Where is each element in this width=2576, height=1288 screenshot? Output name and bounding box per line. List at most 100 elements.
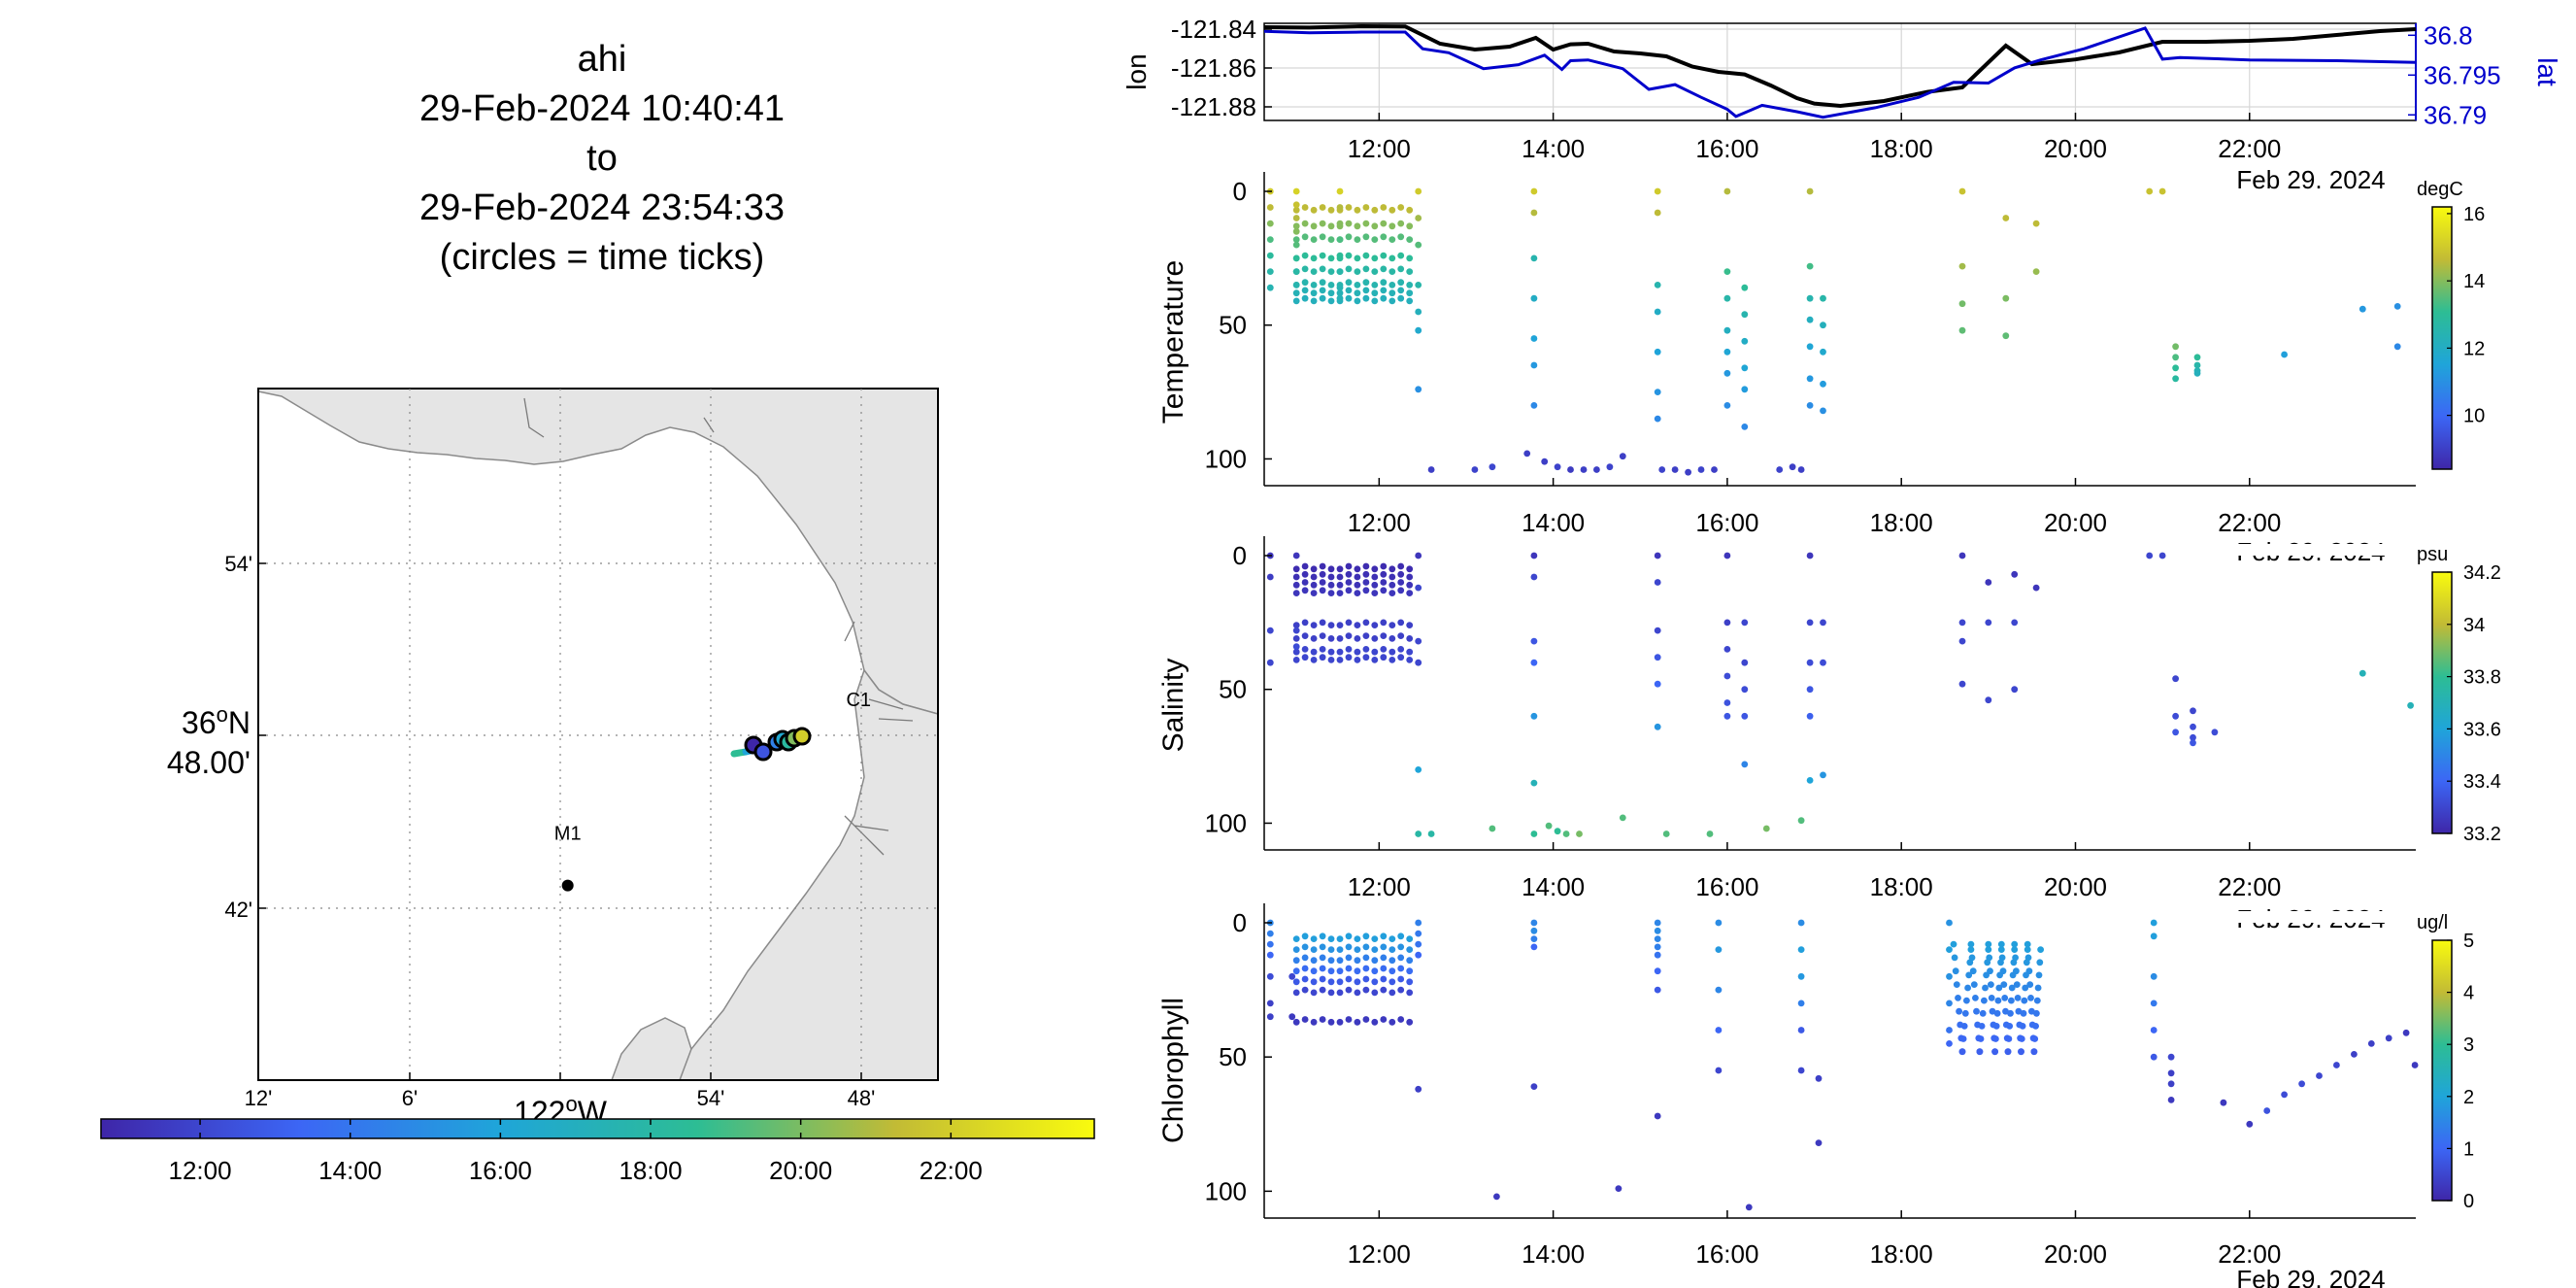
data-point	[1415, 930, 1422, 937]
data-point	[1336, 268, 1344, 275]
data-point	[1310, 635, 1318, 642]
data-point	[1654, 654, 1661, 661]
data-point	[1354, 268, 1361, 275]
x-tick-label: 16:00	[1695, 134, 1758, 163]
data-point	[2012, 954, 2020, 962]
data-point	[1997, 946, 2005, 953]
data-point	[1336, 220, 1344, 227]
data-point	[1362, 965, 1370, 972]
data-point	[1301, 279, 1309, 287]
temperature-panel: 0 50 100 Temperature 12:00 14:00 16:00 18:00 20:…	[1157, 172, 2485, 566]
data-point	[1406, 622, 1414, 628]
data-point	[1354, 657, 1361, 663]
data-point	[1576, 830, 1583, 837]
data-point	[1319, 265, 1326, 273]
data-point	[1336, 289, 1344, 297]
x-tick-label: 22:00	[2218, 508, 2281, 537]
data-point	[2172, 364, 2180, 372]
data-point	[1415, 659, 1422, 666]
data-point	[1319, 1016, 1326, 1023]
data-point	[1301, 954, 1309, 962]
data-point	[1371, 622, 1379, 628]
data-point	[1806, 777, 1814, 784]
data-point	[1397, 265, 1405, 273]
lat-tick-42: 42'	[224, 898, 252, 922]
data-point	[1301, 632, 1309, 639]
data-point	[1266, 220, 1274, 227]
data-point	[1336, 590, 1344, 596]
data-point	[2030, 1048, 2038, 1056]
data-point	[1310, 581, 1318, 589]
data-point	[1319, 252, 1326, 259]
colorbar-tick-label: 10	[2463, 406, 2485, 427]
data-point	[1380, 570, 1388, 578]
colorbar-tick-label: 1	[2463, 1138, 2474, 1160]
data-point	[1327, 254, 1335, 262]
map-panel: M1 C1	[257, 388, 939, 1081]
land-north	[258, 389, 938, 715]
salinity-panel: 0 50 100 Salinity 12:00 14:00 16:00 18:00 20:00 2…	[1157, 536, 2501, 933]
data-point	[1406, 648, 1414, 656]
data-point	[1741, 686, 1749, 694]
data-point	[1388, 565, 1396, 573]
data-point	[1380, 204, 1388, 211]
data-point	[1327, 622, 1335, 628]
data-point	[2036, 959, 2044, 966]
data-point	[1310, 289, 1318, 297]
data-point	[1336, 573, 1344, 581]
data-point	[1406, 565, 1414, 573]
data-point	[1319, 654, 1326, 661]
data-point	[1741, 337, 1749, 345]
colorbar-tick-label: 33.4	[2463, 771, 2501, 793]
data-point	[1619, 453, 1626, 460]
data-point	[1292, 935, 1300, 942]
colorbar-unit: degC	[2417, 179, 2463, 200]
data-point	[1530, 779, 1538, 787]
data-point	[1530, 335, 1538, 342]
data-point	[2008, 997, 2015, 1004]
x-tick-label: 18:00	[1870, 134, 1933, 163]
data-point	[1797, 972, 1805, 980]
y-tick-label: 100	[1205, 444, 1247, 473]
data-point	[1380, 654, 1388, 661]
data-point	[1288, 972, 1296, 980]
data-point	[1371, 648, 1379, 656]
data-point	[1336, 989, 1344, 997]
data-point	[1415, 241, 1422, 249]
data-point	[1362, 654, 1370, 661]
data-point	[1797, 817, 1805, 825]
data-point	[1336, 648, 1344, 656]
data-point	[1406, 573, 1414, 581]
data-point	[1397, 252, 1405, 259]
data-point	[1958, 637, 1966, 645]
data-point	[2029, 1034, 2037, 1042]
data-point	[1957, 1021, 1964, 1029]
data-point	[2028, 1021, 2036, 1029]
data-point	[1301, 975, 1309, 983]
lon-tick-6: 6'	[402, 1086, 418, 1110]
time-tick-note: (circles = time ticks)	[439, 237, 765, 278]
data-point	[1523, 450, 1531, 458]
data-point	[1388, 282, 1396, 288]
data-point	[1336, 204, 1344, 211]
data-point	[1380, 986, 1388, 994]
lon-tick-label: -121.84	[1171, 15, 1256, 44]
data-point	[1327, 967, 1335, 975]
data-point	[1292, 236, 1300, 244]
data-point	[1319, 932, 1326, 940]
data-point	[1415, 637, 1422, 645]
data-point	[1327, 565, 1335, 573]
data-point	[1292, 215, 1300, 221]
x-tick-label: 12:00	[1348, 1239, 1411, 1269]
data-point	[2002, 1007, 2009, 1015]
data-point	[1266, 940, 1274, 948]
y-tick-label: 100	[1205, 1176, 1247, 1205]
data-point	[1301, 986, 1309, 994]
data-point	[1820, 348, 1826, 356]
data-point	[1415, 187, 1422, 195]
data-point	[1530, 1083, 1538, 1090]
colorbar-tick-label: 34	[2463, 615, 2485, 636]
data-point	[1961, 1009, 1969, 1017]
data-point	[1654, 919, 1661, 927]
data-point	[1965, 971, 1973, 979]
